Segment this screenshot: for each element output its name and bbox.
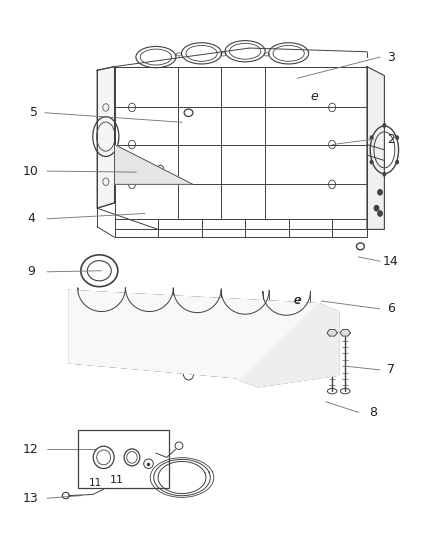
- Polygon shape: [69, 290, 319, 381]
- Circle shape: [396, 135, 399, 140]
- Polygon shape: [97, 67, 115, 208]
- Circle shape: [370, 160, 373, 164]
- Circle shape: [374, 206, 379, 211]
- Text: 13: 13: [23, 492, 39, 505]
- Polygon shape: [115, 144, 193, 184]
- Text: 4: 4: [27, 212, 35, 225]
- Polygon shape: [367, 67, 385, 229]
- Text: e: e: [294, 295, 300, 305]
- Circle shape: [383, 123, 386, 127]
- Text: 3: 3: [387, 51, 395, 63]
- Polygon shape: [340, 329, 350, 336]
- Circle shape: [378, 190, 382, 195]
- Circle shape: [378, 211, 382, 216]
- Text: 12: 12: [23, 443, 39, 456]
- Circle shape: [383, 172, 386, 176]
- Text: 9: 9: [27, 265, 35, 278]
- Text: 11: 11: [88, 478, 102, 488]
- Text: e: e: [293, 294, 301, 308]
- Text: 6: 6: [387, 302, 395, 316]
- Polygon shape: [327, 329, 337, 336]
- Circle shape: [396, 160, 399, 164]
- Circle shape: [370, 135, 373, 140]
- Text: 2: 2: [387, 133, 395, 146]
- Text: 7: 7: [387, 364, 395, 376]
- Text: 14: 14: [383, 255, 399, 268]
- Text: e: e: [311, 90, 318, 103]
- Text: 8: 8: [370, 406, 378, 419]
- Text: 11: 11: [110, 475, 124, 484]
- Text: 5: 5: [30, 106, 38, 119]
- Polygon shape: [241, 304, 339, 387]
- Text: 10: 10: [23, 165, 39, 177]
